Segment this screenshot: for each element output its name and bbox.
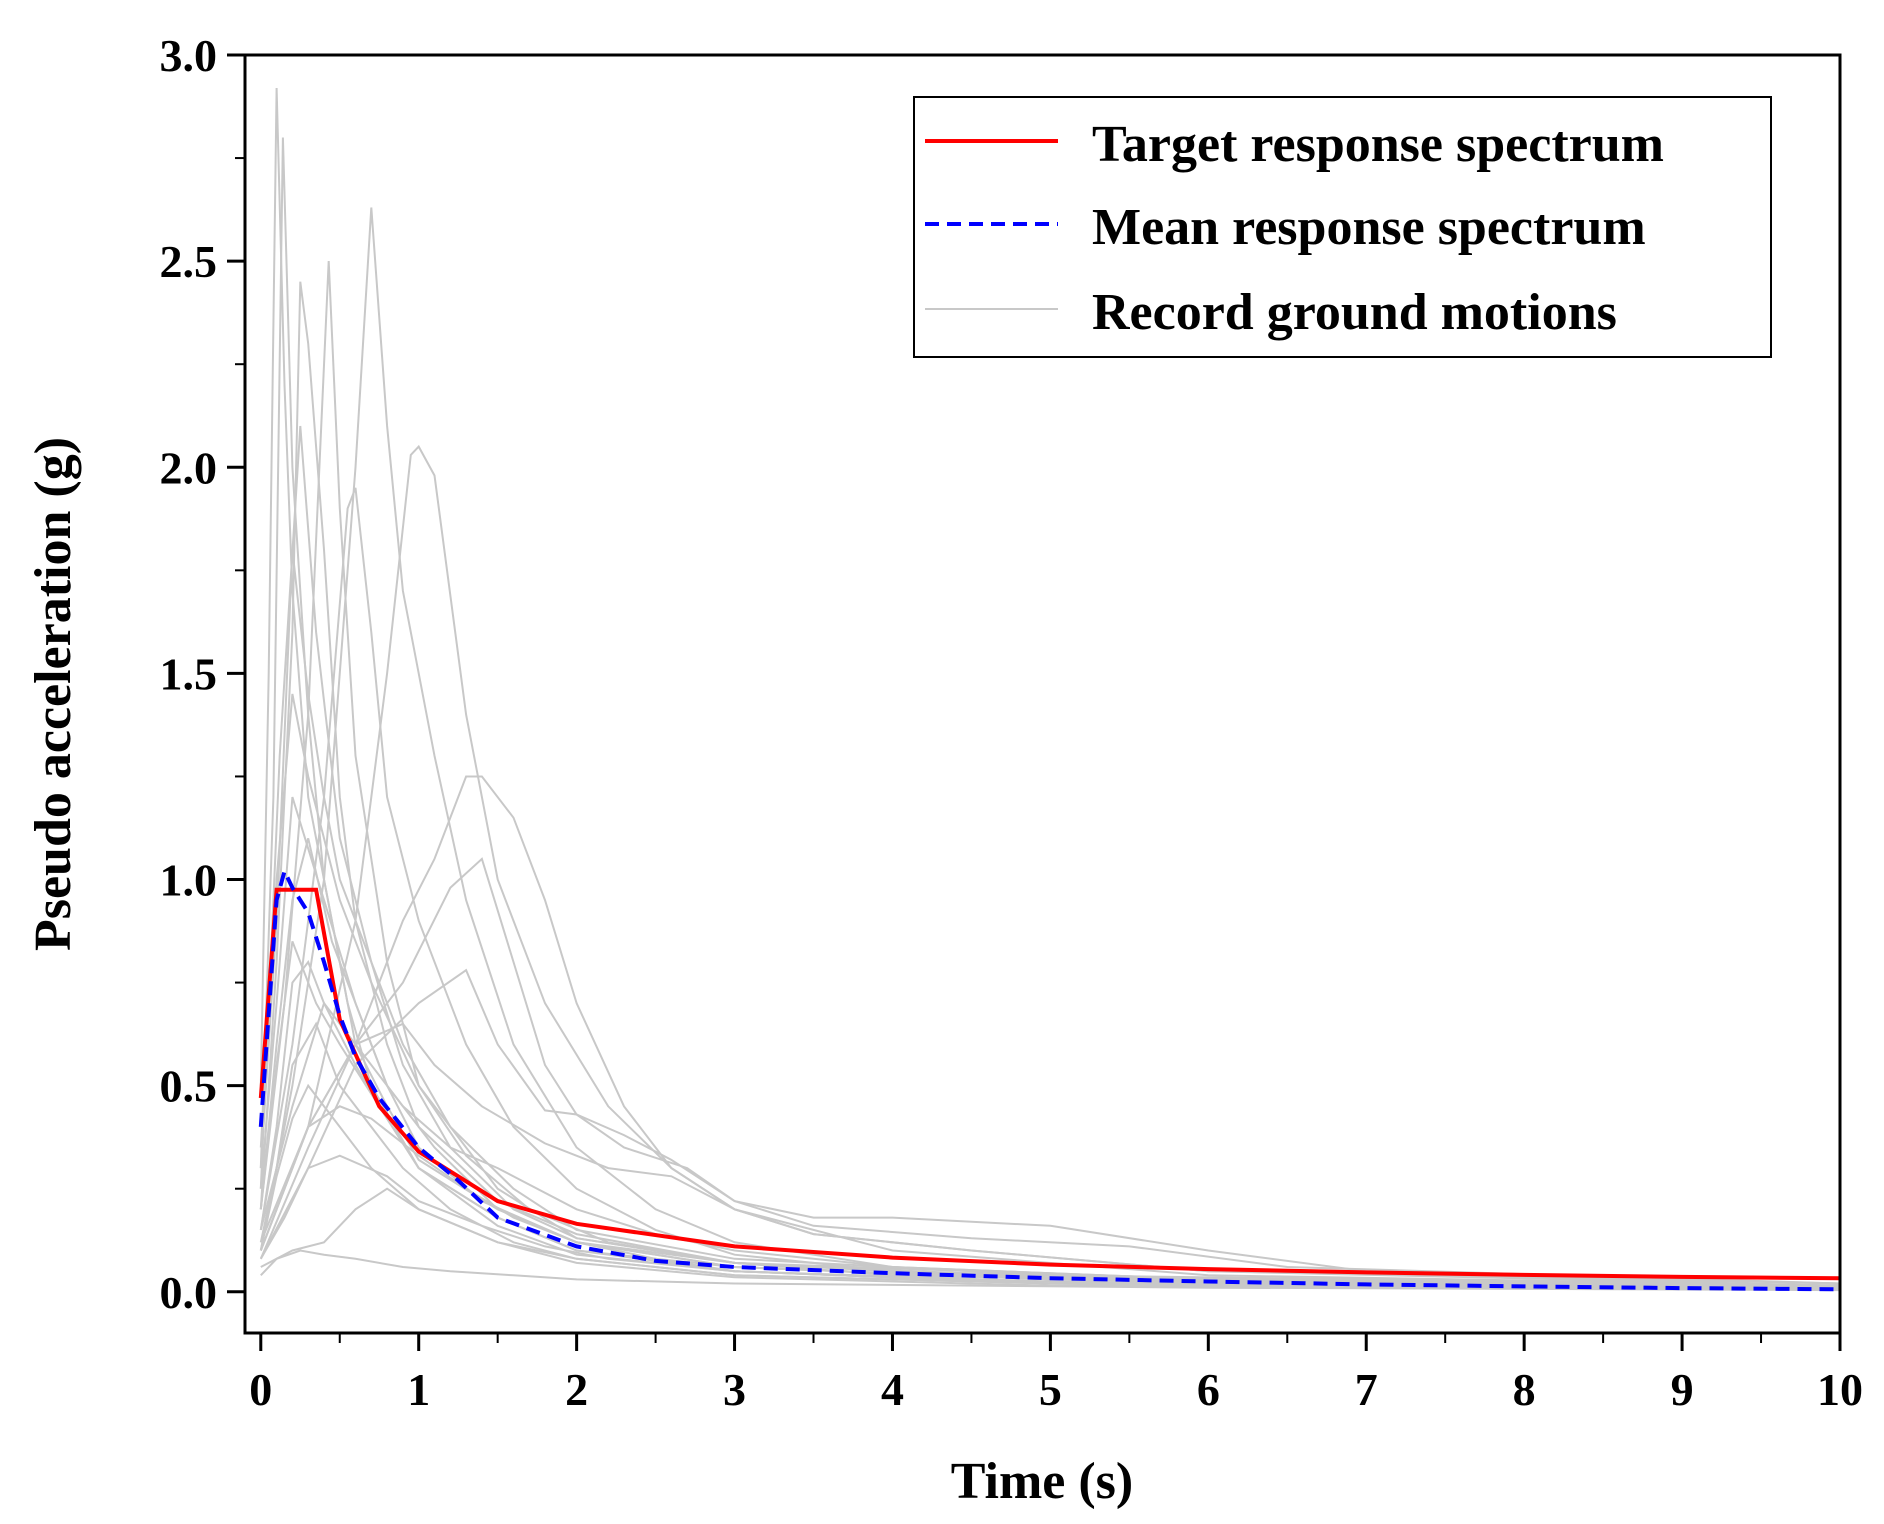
legend-mean-label: Mean response spectrum [1092,199,1646,256]
record-curve-17 [259,1154,1841,1291]
x-tick-label: 3 [723,1364,746,1415]
x-axis-ticks: 0 1 2 3 4 5 6 7 8 9 10 [249,1333,1863,1415]
y-tick-label: 3.0 [160,30,218,81]
record-curve-13 [259,838,1841,1289]
mean-response-spectrum-line [258,865,1841,1292]
x-tick-label: 2 [565,1364,588,1415]
record-ground-motion-curves [259,87,1841,1292]
record-curve-21 [259,941,1841,1291]
x-axis-title: Time (s) [951,1453,1133,1510]
x-tick-label: 0 [249,1364,272,1415]
target-response-spectrum-line [258,887,1841,1281]
y-tick-label: 2.0 [160,442,218,493]
record-curve-3 [259,281,1841,1288]
x-tick-label: 5 [1039,1364,1062,1415]
record-curve-9 [259,857,1841,1285]
x-tick-label: 6 [1197,1364,1220,1415]
x-tick-label: 4 [881,1364,904,1415]
y-tick-label: 0.0 [160,1267,218,1318]
y-axis-title: Pseudo acceleration (g) [25,437,82,951]
record-curve-15 [259,1021,1841,1291]
legend-target-label: Target response spectrum [1092,116,1664,173]
x-tick-label: 9 [1671,1364,1694,1415]
y-tick-label: 0.5 [160,1061,218,1112]
record-curve-16 [259,1105,1841,1291]
legend: Target response spectrum Mean response s… [913,96,1772,358]
record-curve-14 [259,959,1841,1290]
x-tick-label: 1 [407,1364,430,1415]
record-curve-20 [259,693,1841,1289]
legend-record-label: Record ground motions [1092,284,1617,341]
y-axis-ticks: 0.0 0.5 1.0 1.5 2.0 2.5 3.0 [160,30,245,1318]
record-curve-19 [260,1249,1841,1292]
record-curve-22 [259,1022,1841,1287]
plot-frame [243,53,1842,1335]
x-tick-label: 7 [1355,1364,1378,1415]
record-curve-25 [259,1083,1841,1291]
record-curve-11 [259,549,1841,1287]
y-tick-label: 1.5 [160,648,218,699]
y-tick-label: 2.5 [160,236,218,287]
record-curve-23 [259,1001,1841,1289]
x-tick-label: 10 [1817,1364,1863,1415]
x-tick-label: 8 [1513,1364,1536,1415]
record-curve-6 [259,207,1841,1288]
record-curve-4 [259,261,1841,1289]
record-curve-12 [259,425,1841,1288]
record-curve-7 [259,444,1841,1287]
y-tick-label: 1.0 [160,855,218,906]
record-curve-10 [259,968,1841,1285]
